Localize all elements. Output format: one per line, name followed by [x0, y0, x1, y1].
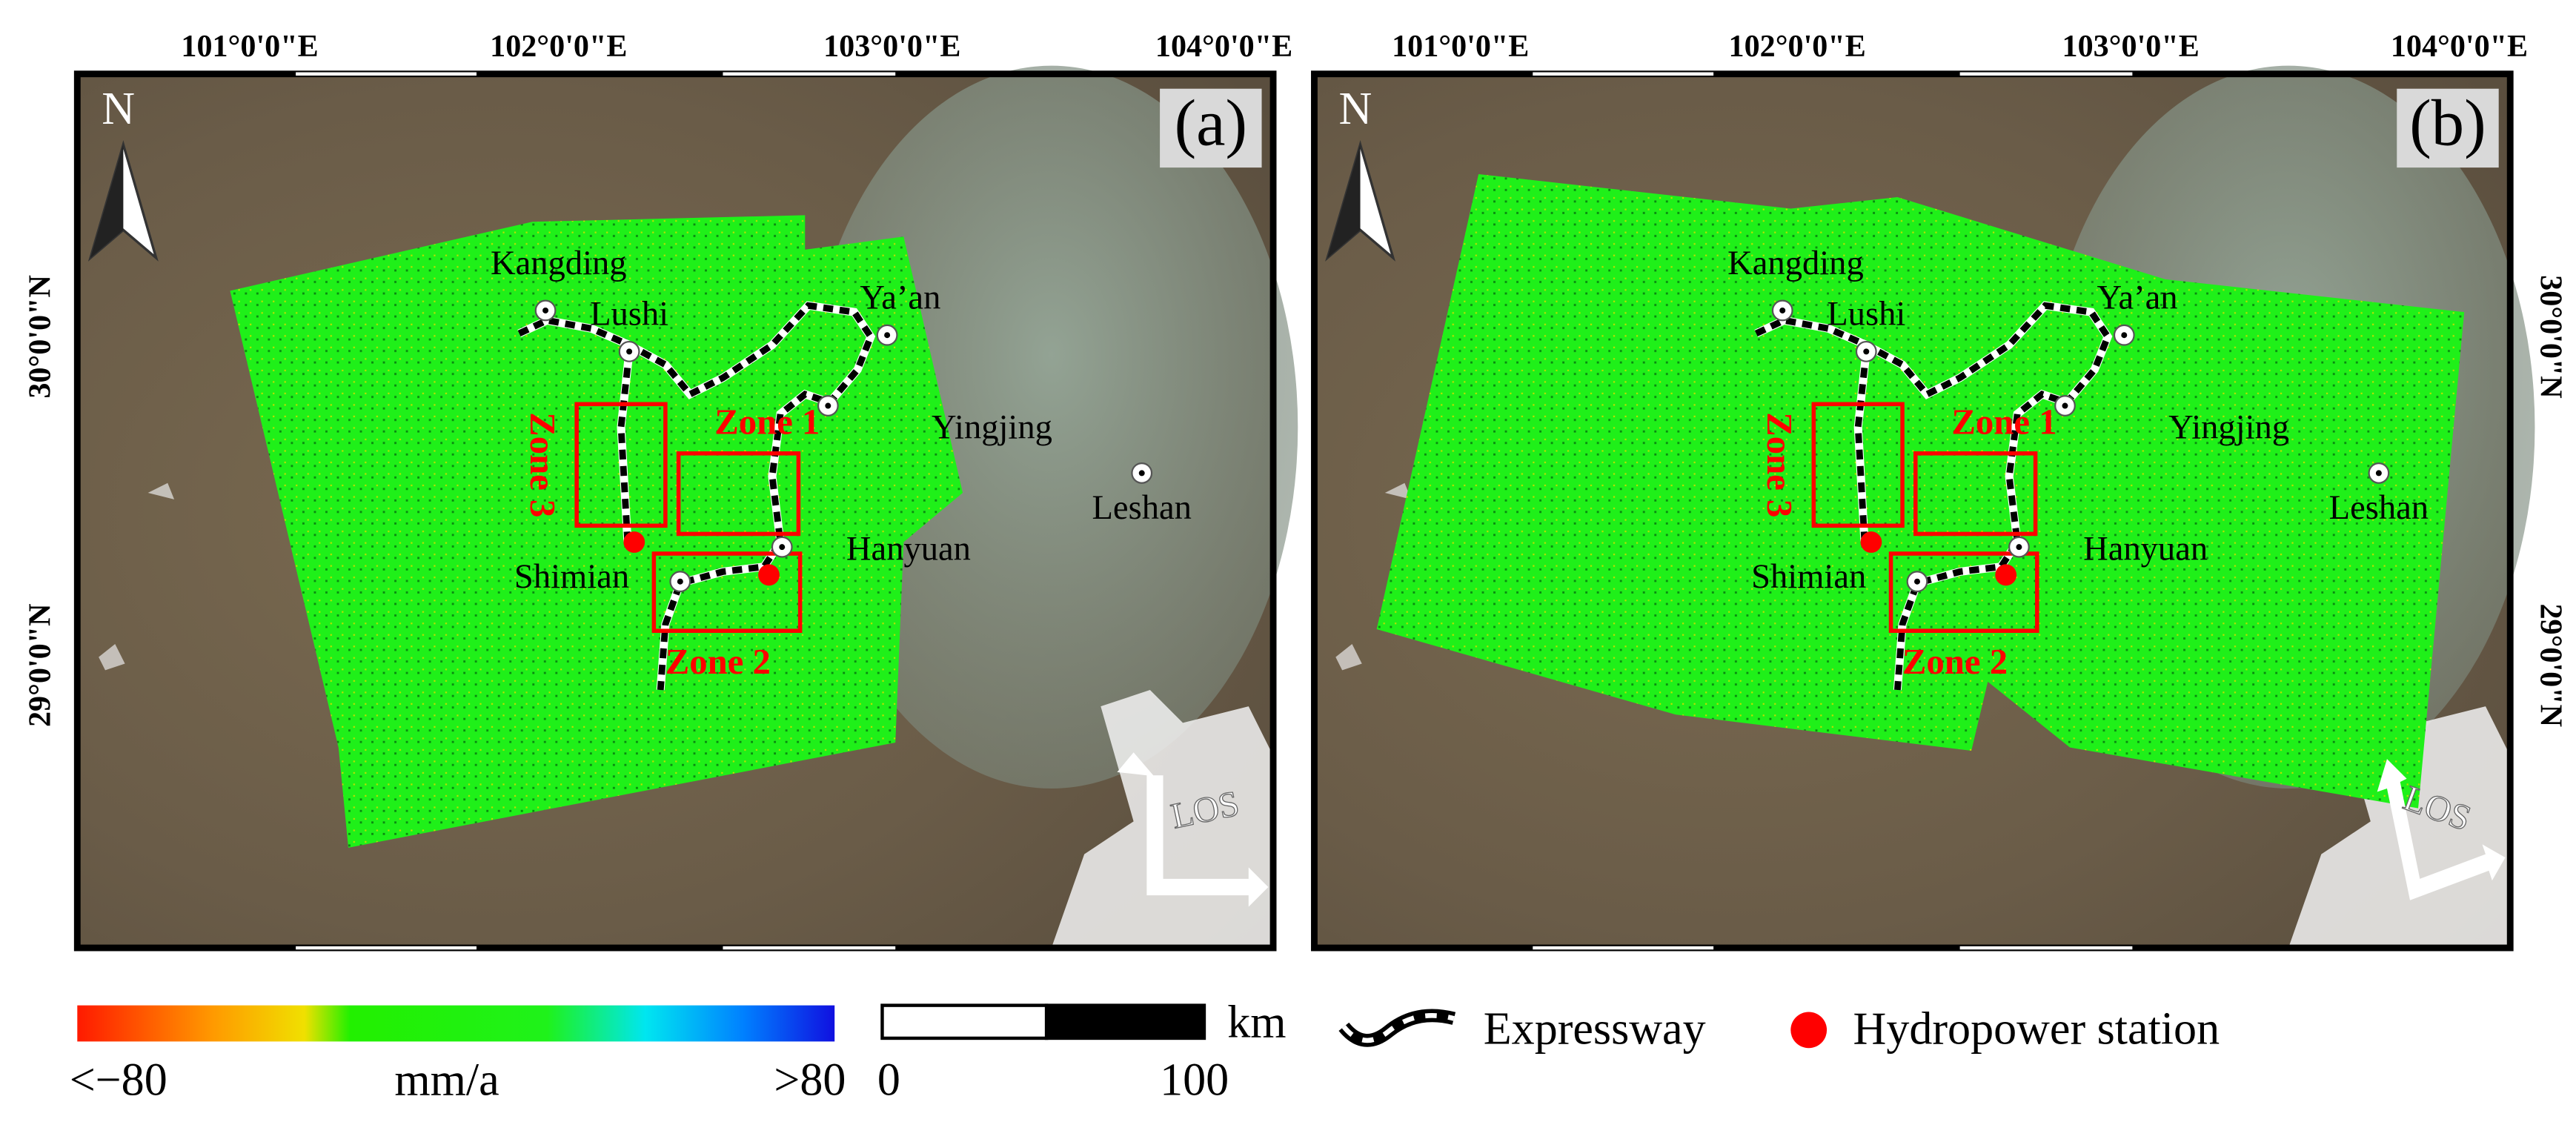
map-panel: Zone 1 Zone 2 Zone 3 Kangding Lushi Ya’an Ying…: [22, 29, 1298, 952]
scalebar-unit: km: [1227, 997, 1286, 1048]
hydropower-station: [758, 564, 780, 586]
place-label: Shimian: [514, 558, 629, 596]
county-dot: [1138, 470, 1145, 477]
place-label: Hanyuan: [846, 530, 971, 568]
deformation-area: [1376, 173, 2465, 809]
county-dot: [1914, 578, 1920, 585]
county-dot: [2121, 332, 2128, 339]
zone-label: Zone 3: [1759, 412, 1799, 517]
county-dot: [779, 544, 786, 551]
north-label: N: [1338, 84, 1372, 134]
county-dot: [626, 348, 633, 355]
panel-label: (b): [2409, 87, 2486, 159]
zone-box: [676, 451, 801, 537]
los-arrow: [1117, 752, 1269, 907]
place-label: Ya’an: [860, 279, 940, 316]
panel-label: (a): [1175, 87, 1247, 159]
zone-box: [1913, 451, 2038, 537]
county-dot: [1779, 307, 1786, 313]
north-arrow-shade: [1327, 145, 1361, 259]
panel-label-box: [1160, 88, 1262, 168]
scalebar-black: [1044, 1003, 1206, 1040]
latitude-label: 29°0'0"N: [22, 603, 57, 727]
zone-box: [1888, 551, 2039, 633]
legend-label: Hydropower station: [1853, 1004, 2220, 1055]
zone-label: Zone 2: [1902, 642, 2008, 682]
longitude-label: 103°0'0"E: [823, 29, 960, 64]
expressway: [517, 302, 874, 691]
snow: [99, 482, 175, 671]
map-frame: [73, 70, 1277, 952]
county-dot: [677, 578, 683, 585]
scalebar-start: 0: [877, 1055, 900, 1105]
colorbar: [77, 1005, 835, 1042]
place-label: Yingjing: [932, 408, 1052, 446]
place-label: Leshan: [1092, 489, 1192, 527]
map-frame: [1311, 70, 2514, 952]
colorbar-max: >80: [774, 1055, 846, 1105]
place-label: Leshan: [2329, 489, 2429, 527]
north-label: N: [102, 84, 135, 134]
deformation-area: [230, 215, 963, 848]
county-dot: [2016, 544, 2022, 551]
longitude-label: 102°0'0"E: [1729, 29, 1866, 64]
colorbar-unit: mm/a: [394, 1055, 499, 1105]
expressway: [1754, 302, 2112, 691]
scalebar-white: [880, 1003, 1049, 1040]
county-dot: [542, 307, 549, 313]
hydropower-station: [1995, 564, 2017, 586]
snow: [1335, 482, 1412, 671]
legend-hydropower: [1790, 1012, 1828, 1049]
basin: [805, 65, 1298, 789]
place-label: Hanyuan: [2083, 530, 2208, 568]
zone-label: Zone 1: [1951, 402, 2057, 442]
legend-expressway-outline: [1338, 1009, 1456, 1047]
legend-expressway: [1341, 1013, 1455, 1043]
latitude-label: 30°0'0"N: [2534, 275, 2569, 399]
legend-label: Expressway: [1484, 1004, 1706, 1055]
zone-box: [574, 402, 668, 528]
zone-label: Zone 2: [665, 642, 771, 682]
place-label: Yingjing: [2168, 408, 2289, 446]
county-dot: [1863, 348, 1870, 355]
place-label: Lushi: [590, 296, 668, 333]
longitude-label: 104°0'0"E: [1155, 29, 1292, 64]
latitude-label: 29°0'0"N: [2534, 603, 2569, 727]
place-label: Ya’an: [2097, 279, 2177, 316]
legend: <−80 mm/a >80 km 0 100 Expressway Hydropower st…: [70, 997, 2220, 1106]
longitude-label: 101°0'0"E: [1392, 29, 1529, 64]
longitude-label: 104°0'0"E: [2391, 29, 2528, 64]
panel-label-box: [2397, 88, 2499, 168]
hydropower-station: [623, 531, 645, 553]
county-dot: [2375, 470, 2382, 477]
hydropower-station: [1860, 531, 1882, 553]
place-label: Kangding: [491, 245, 627, 282]
latitude-label: 30°0'0"N: [22, 275, 57, 399]
longitude-label: 101°0'0"E: [181, 29, 318, 64]
map-panel: Zone 1 Zone 2 Zone 3 Kangding Lushi Ya’an Ying…: [1311, 29, 2569, 952]
place-label: Lushi: [1827, 296, 1905, 333]
longitude-label: 103°0'0"E: [2062, 29, 2200, 64]
county-dot: [825, 402, 831, 409]
zone-label: Zone 1: [714, 402, 820, 442]
place-label: Kangding: [1727, 245, 1864, 282]
los-arrow: [2377, 759, 2506, 900]
place-label: Shimian: [1751, 558, 1866, 596]
zone-box: [651, 551, 803, 633]
longitude-label: 102°0'0"E: [490, 29, 627, 64]
colorbar-min: <−80: [70, 1055, 167, 1105]
county-dot: [884, 332, 891, 339]
scalebar-end: 100: [1160, 1055, 1229, 1105]
county-dot: [2062, 402, 2068, 409]
zone-label: Zone 3: [522, 412, 562, 517]
zone-box: [1811, 402, 1905, 528]
